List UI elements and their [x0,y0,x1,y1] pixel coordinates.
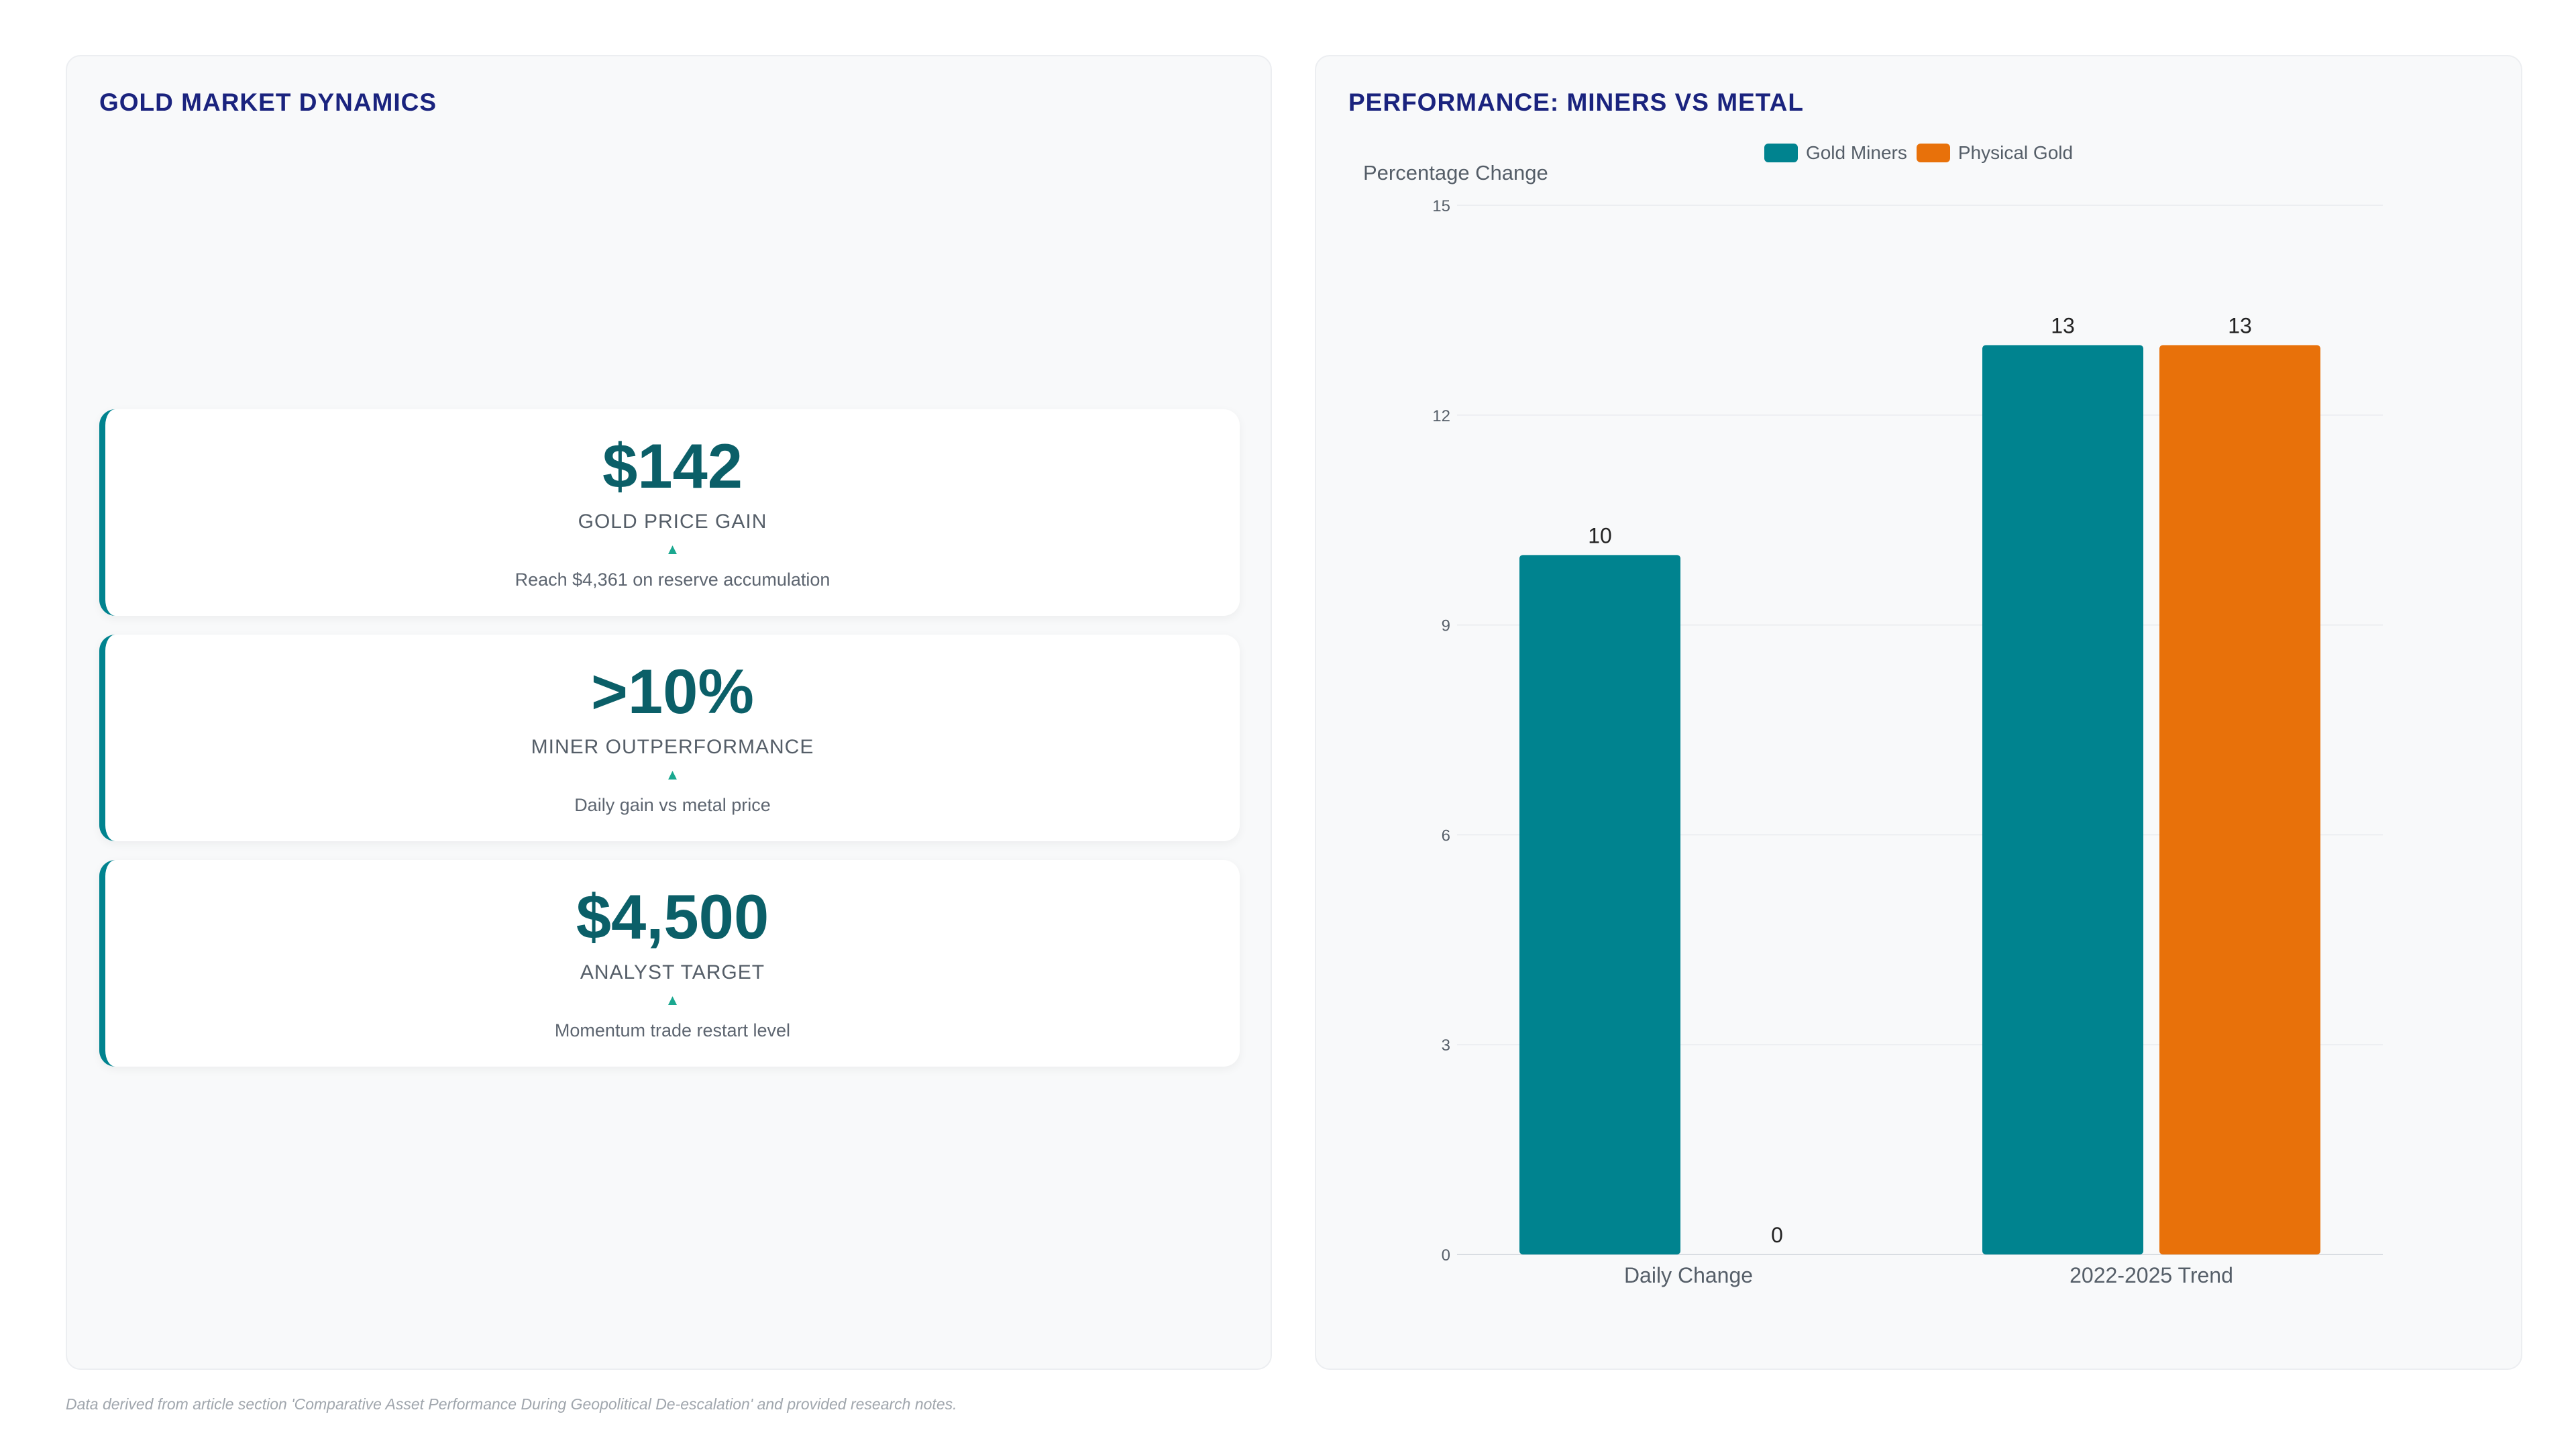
up-arrow-icon: ▲ [665,541,680,557]
legend-item-gold-miners[interactable]: Gold Miners [1764,142,1907,164]
kpi-value: $4,500 [576,881,769,952]
kpi-panel-title: GOLD MARKET DYNAMICS [99,89,437,116]
kpi-card-gold-price-gain: $142 GOLD PRICE GAIN ▲ Reach $4,361 on r… [99,409,1240,616]
data-label: 13 [2228,314,2252,338]
kpi-label: ANALYST TARGET [580,961,765,983]
x-tick-label: Daily Change [1624,1263,1753,1287]
bar-gold-miners [1982,345,2143,1254]
up-arrow-icon: ▲ [665,991,680,1008]
chart-panel-title: PERFORMANCE: MINERS VS METAL [1348,89,1804,116]
chart-legend: Gold Miners Physical Gold [1316,142,2521,164]
kpi-card-miner-outperformance: >10% MINER OUTPERFORMANCE ▲ Daily gain v… [99,635,1240,841]
kpi-label: GOLD PRICE GAIN [578,511,767,533]
data-label: 13 [2051,314,2075,338]
kpi-label: MINER OUTPERFORMANCE [531,736,814,758]
kpi-panel: GOLD MARKET DYNAMICS $142 GOLD PRICE GAI… [66,55,1272,1370]
source-footnote: Data derived from article section 'Compa… [66,1395,957,1413]
y-tick-label: 15 [1432,197,1450,215]
kpi-value: $142 [602,431,743,501]
x-tick-label: 2022-2025 Trend [2070,1263,2233,1287]
y-tick-label: 12 [1432,407,1450,425]
y-tick-label: 9 [1442,617,1450,635]
kpi-description: Reach $4,361 on reserve accumulation [515,570,830,590]
data-label: 10 [1588,523,1612,547]
kpi-description: Momentum trade restart level [554,1020,791,1040]
data-label: 0 [1771,1223,1783,1247]
bar-chart: Percentage Change 0 3 6 9 12 15 10 0 Daily Change… [1363,161,2383,1287]
kpi-card-analyst-target: $4,500 ANALYST TARGET ▲ Momentum trade r… [99,860,1240,1067]
y-axis-title: Percentage Change [1363,161,1548,184]
y-tick-label: 3 [1442,1036,1450,1055]
up-arrow-icon: ▲ [665,766,680,783]
kpi-value: >10% [590,656,755,727]
y-tick-label: 6 [1442,826,1450,845]
chart-panel: PERFORMANCE: MINERS VS METAL Gold Miners… [1315,55,2522,1370]
legend-swatch [1916,144,1950,162]
legend-label: Gold Miners [1805,142,1907,163]
bar-gold-miners [1519,555,1680,1255]
kpi-description: Daily gain vs metal price [574,795,771,815]
y-tick-label: 0 [1442,1246,1450,1265]
legend-item-physical-gold[interactable]: Physical Gold [1916,142,2074,164]
legend-label: Physical Gold [1957,142,2074,163]
bar-physical-gold [2159,345,2320,1254]
legend-swatch [1764,144,1798,162]
